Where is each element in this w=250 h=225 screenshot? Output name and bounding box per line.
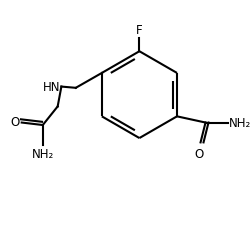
Text: O: O — [194, 147, 203, 160]
Text: F: F — [136, 23, 142, 36]
Text: O: O — [10, 115, 19, 128]
Text: NH₂: NH₂ — [32, 148, 54, 161]
Text: HN: HN — [42, 81, 60, 94]
Text: NH₂: NH₂ — [228, 117, 250, 129]
